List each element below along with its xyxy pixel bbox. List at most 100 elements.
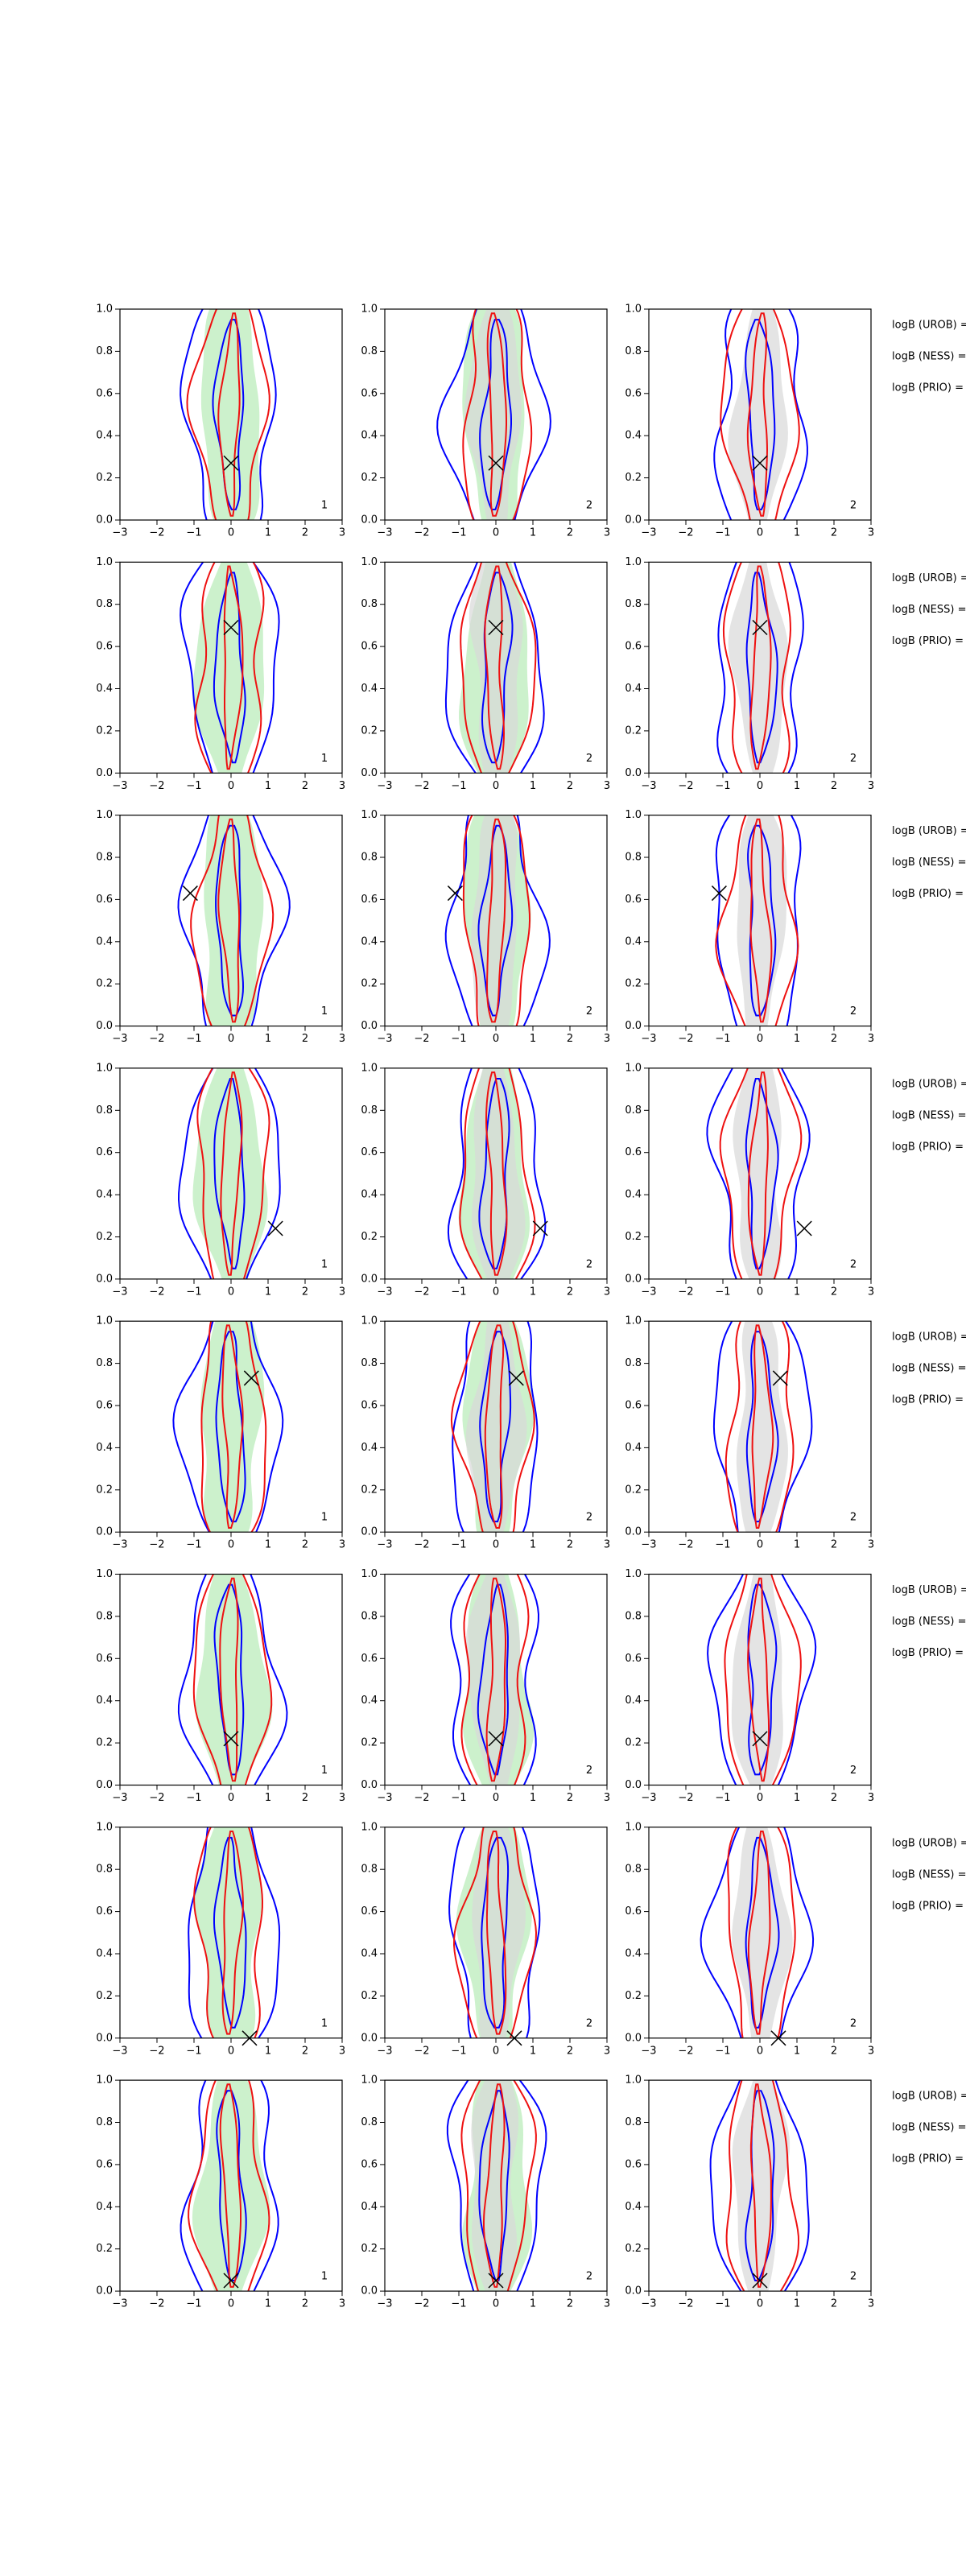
y-tick-label: 0.6 xyxy=(96,2158,113,2170)
y-tick-label: 0.0 xyxy=(361,2032,378,2044)
plot-area xyxy=(180,562,280,774)
y-tick-label: 1.0 xyxy=(361,1821,378,1833)
x-tick-label: −3 xyxy=(377,1539,392,1551)
x-tick-label: 0 xyxy=(757,1539,763,1551)
y-tick-label: 0.8 xyxy=(96,1610,113,1622)
y-tick-label: 0.2 xyxy=(625,1484,642,1496)
y-tick-label: 0.2 xyxy=(625,472,642,484)
y-tick-label: 0.6 xyxy=(361,2158,378,2170)
y-tick-label: 0.8 xyxy=(625,1864,642,1876)
x-tick-label: 3 xyxy=(868,2045,874,2057)
contour xyxy=(196,1067,270,1279)
x-tick-label: 1 xyxy=(794,2045,800,2057)
contour xyxy=(450,1321,535,1533)
y-tick-label: 0.4 xyxy=(361,683,378,695)
y-tick-label: 1.0 xyxy=(625,1568,642,1580)
annotation: logB (NESS) = xyxy=(892,2122,966,2134)
x-tick-label: 1 xyxy=(530,2298,536,2310)
x-tick-label: −3 xyxy=(641,1286,656,1298)
x-tick-label: 2 xyxy=(831,527,837,539)
x-tick-label: 3 xyxy=(339,1792,345,1804)
y-tick-label: 0.8 xyxy=(625,1610,642,1622)
panel-label: 2 xyxy=(850,1005,857,1018)
contour xyxy=(192,1574,273,1785)
x-tick-label: −2 xyxy=(678,1539,693,1551)
contour xyxy=(460,562,537,774)
annotation: logB (NESS) = xyxy=(892,351,966,363)
x-tick-label: 1 xyxy=(794,527,800,539)
contour xyxy=(450,1574,540,1785)
contour xyxy=(186,309,270,520)
contour xyxy=(190,815,275,1026)
y-tick-label: 0.2 xyxy=(625,1231,642,1243)
x-tick-label: −2 xyxy=(678,1286,693,1298)
panel-label: 2 xyxy=(850,2017,857,2029)
x-tick-label: 1 xyxy=(530,1033,536,1045)
annotation: logB (PRIO) = xyxy=(892,635,964,647)
x-tick-label: 3 xyxy=(339,2298,345,2310)
y-tick-label: 1.0 xyxy=(96,809,113,821)
panel-label: 2 xyxy=(850,500,857,512)
y-tick-label: 0.8 xyxy=(96,1104,113,1117)
y-tick-label: 0.2 xyxy=(96,978,113,990)
marker xyxy=(508,1370,524,1386)
y-tick-label: 0.8 xyxy=(96,852,113,864)
y-tick-label: 1.0 xyxy=(361,303,378,316)
contour xyxy=(216,2090,247,2281)
x-tick-label: 0 xyxy=(228,1792,234,1804)
x-tick-label: 3 xyxy=(604,1286,610,1298)
x-tick-label: 3 xyxy=(868,780,874,792)
x-tick-label: −3 xyxy=(641,1539,656,1551)
x-tick-label: 1 xyxy=(530,527,536,539)
y-tick-label: 1.0 xyxy=(96,1568,113,1580)
y-tick-label: 0.0 xyxy=(361,767,378,779)
x-tick-label: −2 xyxy=(149,527,164,539)
panel-label: 2 xyxy=(586,500,592,512)
annotation: logB (NESS) = xyxy=(892,1616,966,1628)
contour xyxy=(200,1321,267,1533)
x-tick-label: 1 xyxy=(794,780,800,792)
x-tick-label: −1 xyxy=(715,2298,730,2310)
contour xyxy=(700,1827,815,2038)
contour xyxy=(478,2090,510,2281)
marker xyxy=(182,886,198,902)
plot-area xyxy=(188,1827,281,2038)
y-tick-label: 0.4 xyxy=(361,2201,378,2213)
y-tick-label: 0.8 xyxy=(361,1104,378,1117)
panel-label: 1 xyxy=(321,2271,328,2283)
x-tick-label: 1 xyxy=(794,1286,800,1298)
x-tick-label: 3 xyxy=(604,2045,610,2057)
x-tick-label: 1 xyxy=(530,1792,536,1804)
x-tick-label: 1 xyxy=(530,1286,536,1298)
x-tick-label: 2 xyxy=(302,780,308,792)
contour xyxy=(747,1071,769,1276)
y-tick-label: 0.2 xyxy=(96,1990,113,2002)
contour xyxy=(727,1827,796,2038)
x-tick-label: 0 xyxy=(228,1033,234,1045)
y-tick-label: 0.0 xyxy=(625,2285,642,2297)
y-tick-label: 0.4 xyxy=(96,1695,113,1707)
y-tick-label: 0.8 xyxy=(361,852,378,864)
y-tick-label: 0.6 xyxy=(625,894,642,906)
y-tick-label: 1.0 xyxy=(625,1062,642,1074)
y-tick-label: 0.6 xyxy=(96,1146,113,1158)
x-tick-label: 1 xyxy=(794,2298,800,2310)
contour xyxy=(462,815,531,1026)
y-tick-label: 1.0 xyxy=(625,303,642,316)
y-tick-label: 0.2 xyxy=(625,724,642,737)
y-tick-label: 0.6 xyxy=(361,1653,378,1665)
x-tick-label: 3 xyxy=(868,1792,874,1804)
y-tick-label: 0.2 xyxy=(625,978,642,990)
contour xyxy=(479,319,512,510)
panel-label: 1 xyxy=(321,500,328,512)
annotation: logB (NESS) = xyxy=(892,604,966,616)
marker xyxy=(711,886,727,902)
plot-area xyxy=(450,1321,539,1533)
contour xyxy=(719,1067,803,1279)
panel-label: 2 xyxy=(586,1512,592,1524)
x-tick-label: −3 xyxy=(377,527,392,539)
annotation: logB (PRIO) = xyxy=(892,1900,964,1912)
plot-area xyxy=(700,1827,815,2038)
x-tick-label: −3 xyxy=(112,1539,127,1551)
